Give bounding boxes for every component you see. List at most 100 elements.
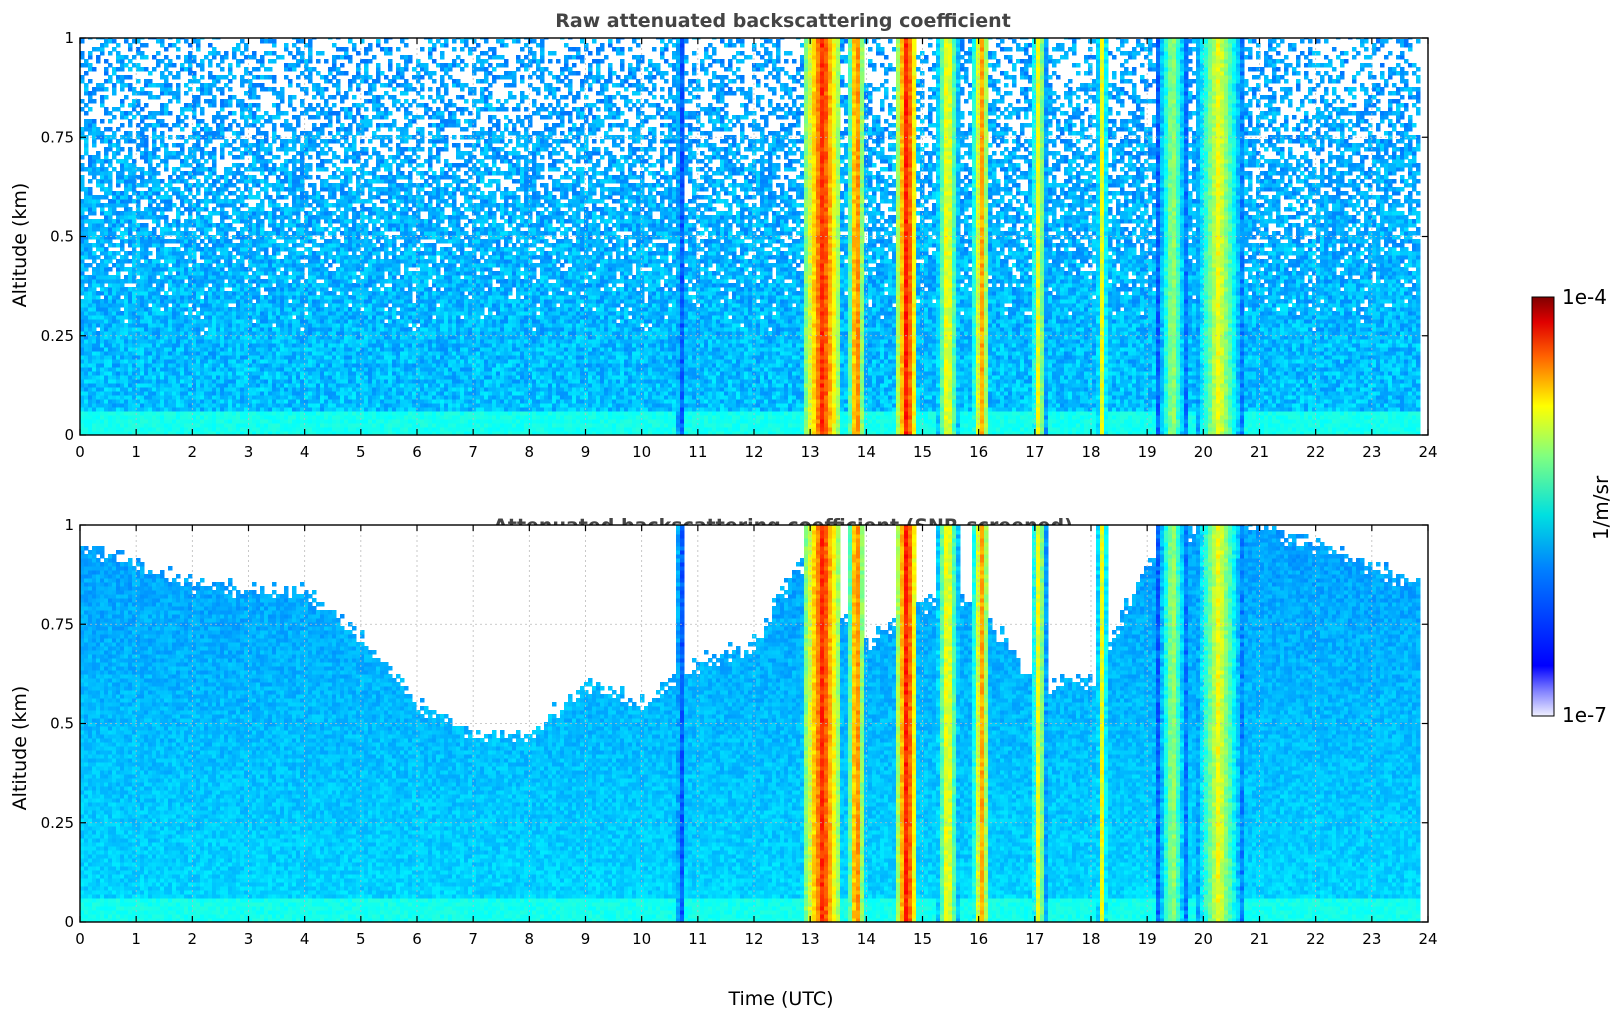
heatmap-cell [148,167,153,172]
heatmap-cell [84,103,89,108]
heatmap-cell [148,359,153,364]
heatmap-cell [188,207,193,212]
heatmap-cell [88,127,93,132]
heatmap-cell [108,235,113,240]
heatmap-cell [152,367,157,372]
heatmap-cell [112,311,117,316]
heatmap-cell [160,59,165,64]
heatmap-cell [212,327,217,332]
heatmap-cell [200,75,205,80]
heatmap-cell [220,99,225,104]
heatmap-cell [228,87,233,92]
heatmap-cell [212,331,217,336]
heatmap-cell [208,183,213,188]
heatmap-cell [216,63,221,68]
heatmap-cell [92,415,97,420]
heatmap-cell [212,183,217,188]
heatmap-cell [148,231,153,236]
heatmap-cell [100,267,105,272]
heatmap-cell [200,371,205,376]
heatmap-cell [212,195,217,200]
heatmap-cell [168,367,173,372]
heatmap-cell [180,387,185,392]
heatmap-cell [120,359,125,364]
heatmap-cell [228,279,233,284]
heatmap-cell [92,387,97,392]
heatmap-cell [212,207,217,212]
heatmap-cell [172,239,177,244]
heatmap-cell [128,419,133,424]
heatmap-cell [224,395,229,400]
heatmap-cell [92,295,97,300]
heatmap-cell [104,303,109,308]
heatmap-cell [140,395,145,400]
heatmap-cell [128,211,133,216]
heatmap-cell [204,415,209,420]
heatmap-cell [136,355,141,360]
heatmap-cell [212,95,217,100]
heatmap-cell [208,279,213,284]
heatmap-cell [116,287,121,292]
heatmap-cell [160,271,165,276]
heatmap-cell [180,375,185,380]
heatmap-cell [136,215,141,220]
heatmap-cell [160,235,165,240]
heatmap-cell [104,211,109,216]
heatmap-cell [120,423,125,428]
heatmap-cell [220,283,225,288]
heatmap-cell [84,427,89,432]
heatmap-cell [172,375,177,380]
heatmap-cell [108,331,113,336]
heatmap-cell [160,207,165,212]
heatmap-cell [100,379,105,384]
heatmap-cell [216,347,221,352]
heatmap-cell [128,371,133,376]
heatmap-cell [156,327,161,332]
heatmap-cell [148,215,153,220]
heatmap-cell [112,263,117,268]
heatmap-cell [200,219,205,224]
heatmap-cell [120,363,125,368]
heatmap-cell [220,411,225,416]
heatmap-cell [176,207,181,212]
heatmap-cell [228,319,233,324]
heatmap-cell [180,371,185,376]
heatmap-cell [92,327,97,332]
heatmap-cell [136,91,141,96]
heatmap-cell [116,343,121,348]
heatmap-cell [120,427,125,432]
heatmap-cell [120,243,125,248]
heatmap-cell [104,67,109,72]
heatmap-cell [116,375,121,380]
heatmap-cell [168,227,173,232]
heatmap-cell [108,339,113,344]
heatmap-cell [212,307,217,312]
heatmap-cell [188,351,193,356]
heatmap-cell [108,211,113,216]
heatmap-cell [112,203,117,208]
heatmap-cell [200,351,205,356]
heatmap-cell [128,375,133,380]
heatmap-cell [92,227,97,232]
heatmap-cell [148,331,153,336]
heatmap-cell [124,239,129,244]
heatmap-cell [220,307,225,312]
heatmap-cell [152,391,157,396]
heatmap-cell [140,139,145,144]
heatmap-cell [204,231,209,236]
heatmap-cell [120,383,125,388]
heatmap-cell [168,71,173,76]
heatmap-cell [108,179,113,184]
heatmap-cell [120,159,125,164]
heatmap-cell [188,383,193,388]
heatmap-cell [112,339,117,344]
heatmap-cell [108,311,113,316]
heatmap-cell [116,371,121,376]
heatmap-cell [128,339,133,344]
heatmap-cell [168,399,173,404]
heatmap-cell [180,223,185,228]
heatmap-cell [184,139,189,144]
heatmap-cell [220,351,225,356]
heatmap-cell [208,411,213,416]
heatmap-cell [144,295,149,300]
